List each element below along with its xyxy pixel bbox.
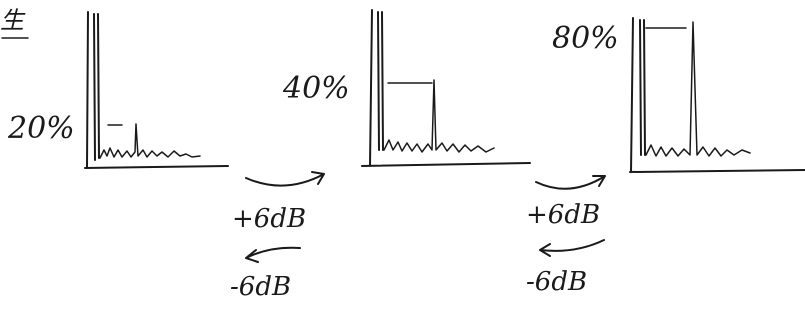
backward-arrow xyxy=(540,240,604,256)
backward-label: -6dB xyxy=(526,267,587,297)
spectrum-panel: 20% xyxy=(7,12,228,168)
forward-arrow xyxy=(536,176,605,189)
panel-label: 40% xyxy=(282,71,350,106)
backward-arrow xyxy=(246,248,300,262)
forward-arrow xyxy=(246,172,324,186)
spike xyxy=(640,20,645,155)
spectrum-panel: 80% xyxy=(552,18,805,172)
backward-label: -6dB xyxy=(230,272,291,302)
axes xyxy=(85,12,228,168)
spike xyxy=(378,12,383,150)
noise-trace xyxy=(646,22,750,156)
panel-label: 80% xyxy=(552,21,619,56)
transition: +6dB -6dB xyxy=(230,172,324,302)
corner-mark: 生 xyxy=(0,7,26,35)
axes xyxy=(630,18,805,172)
noise-trace xyxy=(384,80,494,152)
forward-label: +6dB xyxy=(526,200,600,230)
spike xyxy=(94,14,99,160)
forward-label: +6dB xyxy=(232,204,306,234)
spectrum-panel: 40% xyxy=(282,10,530,166)
panel-label: 20% xyxy=(7,111,75,146)
noise-trace xyxy=(100,124,200,158)
transition: +6dB -6dB xyxy=(526,176,605,297)
diagram: 生 20% 40% 80% +6dB -6dB +6dB -6dB xyxy=(0,0,805,313)
